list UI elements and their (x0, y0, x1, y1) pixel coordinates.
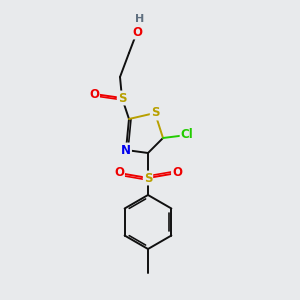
Text: N: N (121, 143, 131, 157)
Text: O: O (172, 167, 182, 179)
Text: S: S (151, 106, 159, 119)
Text: O: O (89, 88, 99, 100)
Text: O: O (132, 26, 142, 38)
Text: O: O (114, 167, 124, 179)
Text: Cl: Cl (181, 128, 194, 142)
Text: S: S (118, 92, 126, 104)
Text: S: S (144, 172, 152, 184)
Text: H: H (135, 14, 145, 24)
